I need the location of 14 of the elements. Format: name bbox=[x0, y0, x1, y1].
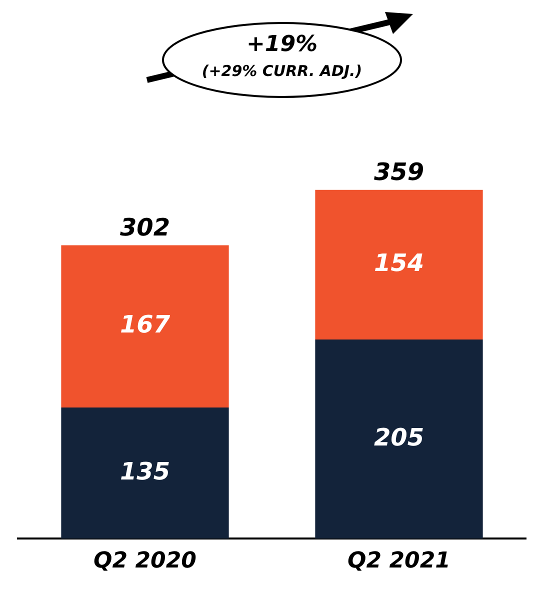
bar bbox=[315, 190, 483, 340]
data-label: 167 bbox=[120, 310, 170, 339]
bar bbox=[315, 339, 483, 539]
text: +19% bbox=[245, 31, 319, 59]
total-label: 302 bbox=[120, 213, 170, 242]
bar bbox=[61, 407, 229, 539]
total-label: 359 bbox=[374, 158, 424, 186]
x-tick-label: Q2 2021 bbox=[348, 548, 450, 574]
data-label: 154 bbox=[374, 248, 424, 277]
text: (+29% CURR. ADJ.) bbox=[200, 61, 364, 82]
data-label: 135 bbox=[120, 457, 170, 486]
x-tick-label: Q2 2020 bbox=[94, 548, 196, 574]
data-label: 205 bbox=[374, 423, 424, 452]
bar bbox=[61, 245, 229, 408]
